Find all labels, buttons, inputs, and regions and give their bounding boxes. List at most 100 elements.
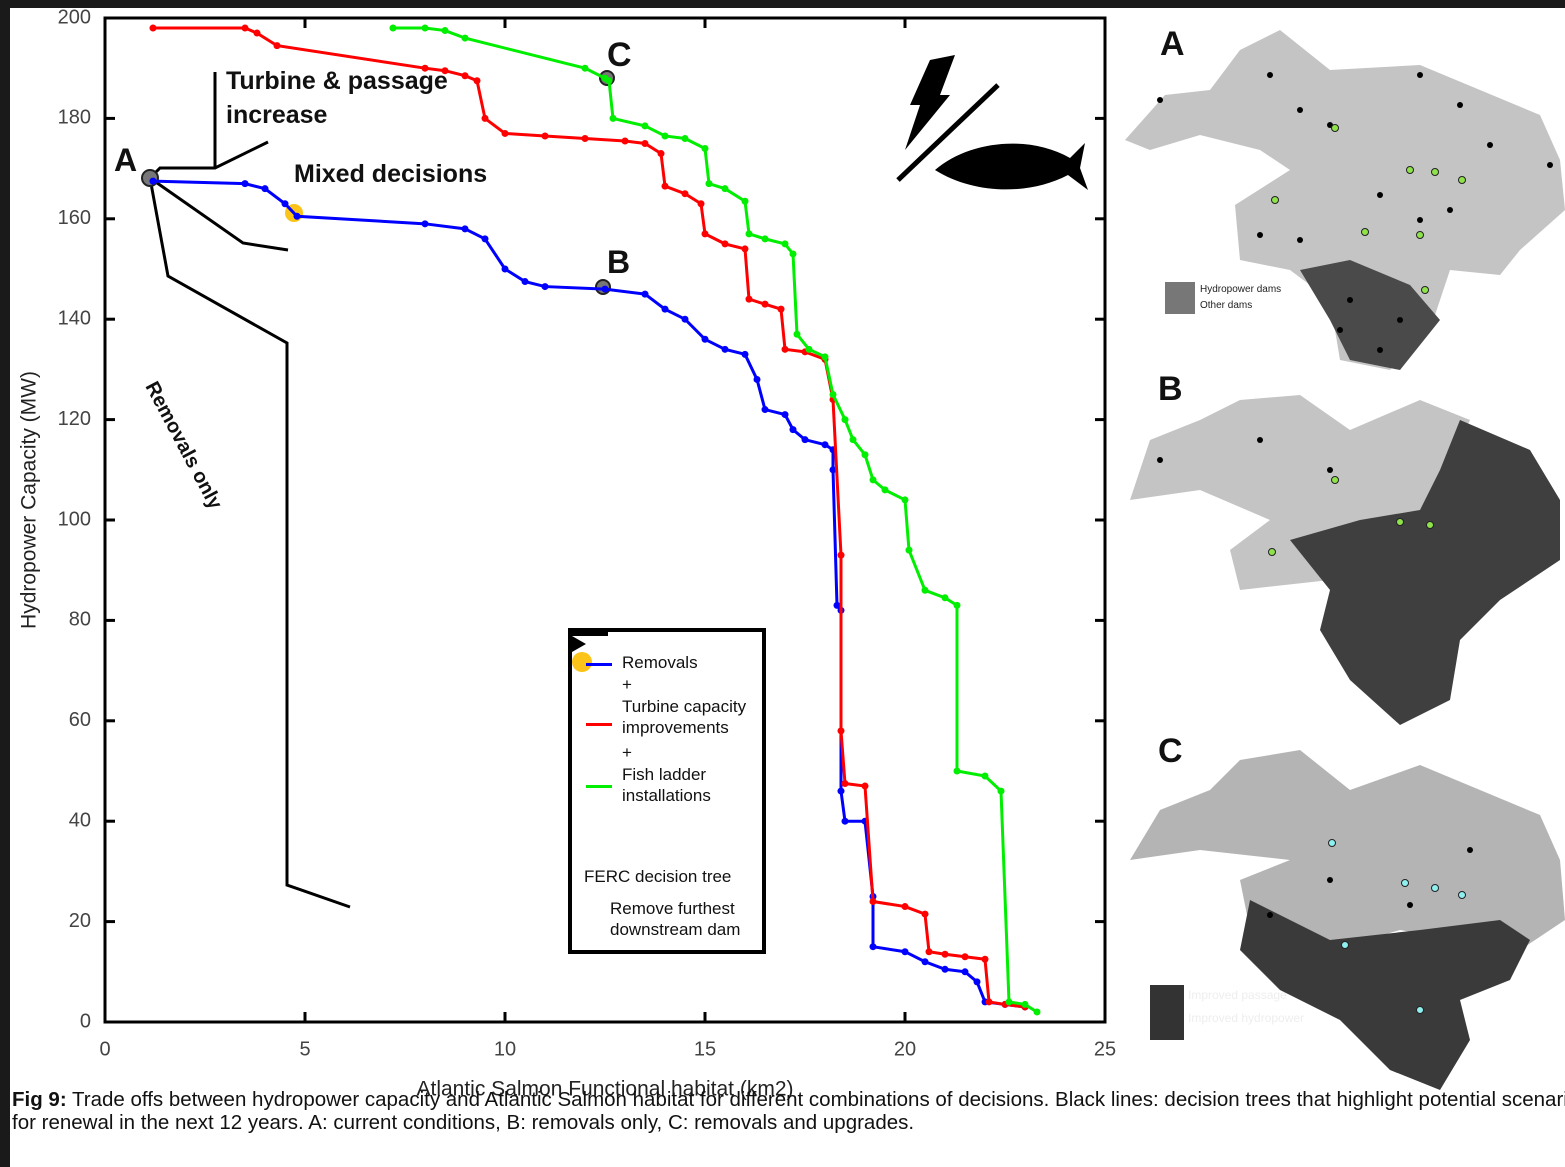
data-point xyxy=(721,345,729,353)
data-point xyxy=(985,998,993,1006)
data-point xyxy=(789,250,797,258)
map-dot xyxy=(1268,548,1276,556)
map-dot xyxy=(1297,237,1303,243)
data-point xyxy=(901,948,909,956)
data-point xyxy=(149,24,157,32)
data-point xyxy=(801,436,809,444)
data-point xyxy=(997,787,1005,795)
map-dot xyxy=(1257,232,1263,238)
legend-label: Turbine capacity improvements xyxy=(622,697,747,737)
data-point xyxy=(461,225,469,233)
fish-icon xyxy=(935,143,1088,190)
data-point xyxy=(705,180,713,188)
data-point xyxy=(841,780,849,788)
map-dot xyxy=(1401,879,1409,887)
data-point xyxy=(601,285,609,293)
data-point xyxy=(777,305,785,313)
data-point xyxy=(681,134,689,142)
x-tick-label: 10 xyxy=(494,1038,516,1060)
data-point xyxy=(461,34,469,42)
map-a-legend-box xyxy=(1165,282,1195,314)
data-point xyxy=(821,441,829,449)
data-point xyxy=(1005,998,1013,1006)
map-dot xyxy=(1337,327,1343,333)
data-point xyxy=(701,335,709,343)
data-point xyxy=(921,958,929,966)
data-point xyxy=(953,601,961,609)
data-point xyxy=(441,67,449,75)
data-point xyxy=(941,965,949,973)
data-point xyxy=(829,466,837,474)
map-label: C xyxy=(1158,732,1183,770)
map-dot xyxy=(1547,162,1553,168)
data-point xyxy=(441,27,449,35)
data-point xyxy=(481,235,489,243)
data-point xyxy=(293,212,301,220)
data-point xyxy=(581,134,589,142)
data-point xyxy=(881,486,889,494)
map-dot xyxy=(1417,72,1423,78)
map-dot xyxy=(1487,142,1493,148)
icon xyxy=(896,55,1088,190)
map-dot xyxy=(1377,192,1383,198)
map-dot xyxy=(1426,521,1434,529)
point-a xyxy=(141,169,159,187)
data-point xyxy=(149,177,157,185)
legend-arrow-head xyxy=(572,636,586,652)
data-point xyxy=(925,948,933,956)
data-point xyxy=(621,137,629,145)
map-dot xyxy=(1377,347,1383,353)
legend-label: Removals xyxy=(622,653,698,672)
lightning-icon xyxy=(905,55,955,150)
data-point xyxy=(849,436,857,444)
data-point xyxy=(253,29,261,37)
legend-dot xyxy=(572,652,592,672)
map-dot xyxy=(1396,518,1404,526)
data-point xyxy=(837,727,845,735)
y-tick-label: 200 xyxy=(58,6,91,28)
x-tick-label: 15 xyxy=(694,1038,716,1060)
data-point xyxy=(781,411,789,419)
data-point xyxy=(789,426,797,434)
data-point xyxy=(501,129,509,137)
y-tick-label: 40 xyxy=(69,809,91,831)
y-tick-label: 100 xyxy=(58,508,91,530)
data-point xyxy=(941,950,949,958)
data-point xyxy=(657,150,665,158)
data-point xyxy=(901,496,909,504)
legend-note: + xyxy=(622,743,632,762)
data-point xyxy=(837,551,845,559)
data-point xyxy=(741,350,749,358)
legend-swatch xyxy=(586,785,612,788)
map-dot xyxy=(1431,168,1439,176)
data-point xyxy=(681,315,689,323)
x-tick-label: 5 xyxy=(299,1038,310,1060)
data-point xyxy=(961,968,969,976)
data-point xyxy=(837,787,845,795)
map-dot xyxy=(1271,196,1279,204)
y-tick-label: 160 xyxy=(58,207,91,229)
data-point xyxy=(1021,1000,1029,1008)
data-point xyxy=(421,24,429,32)
data-point xyxy=(861,451,869,459)
data-point xyxy=(605,77,613,85)
data-point xyxy=(753,375,761,383)
data-point xyxy=(861,782,869,790)
map-c xyxy=(1130,750,1565,950)
map-dot xyxy=(1267,912,1273,918)
annotation: A xyxy=(114,142,138,178)
data-point xyxy=(721,240,729,248)
data-point xyxy=(609,114,617,122)
map-dot xyxy=(1458,891,1466,899)
data-point xyxy=(241,180,249,188)
data-point xyxy=(869,898,877,906)
slash xyxy=(896,83,1000,182)
data-point xyxy=(641,140,649,147)
data-point xyxy=(741,197,749,205)
data-point xyxy=(741,245,749,253)
data-point xyxy=(781,345,789,353)
data-point xyxy=(581,64,589,72)
map-dot xyxy=(1421,286,1429,294)
